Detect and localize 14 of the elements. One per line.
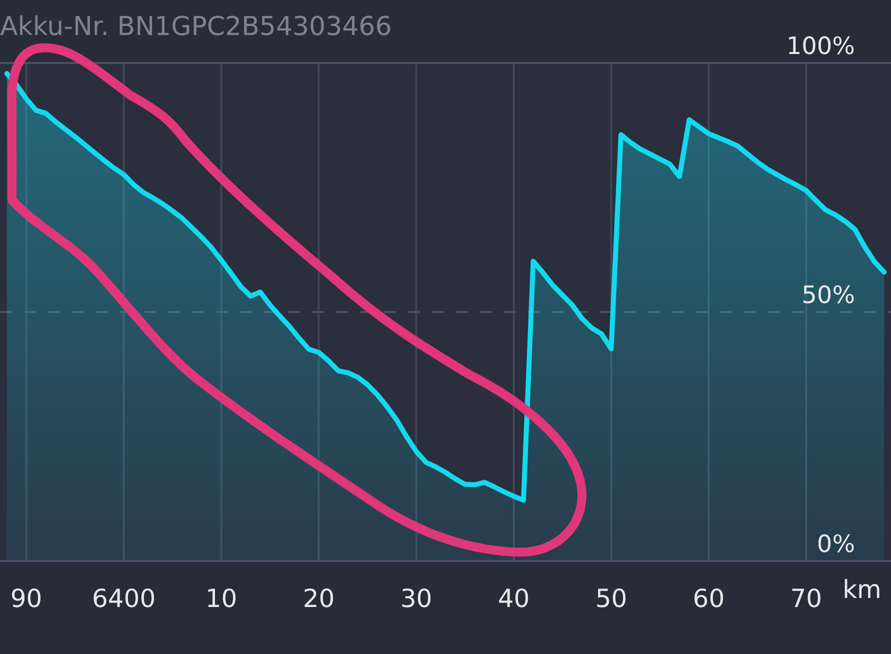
x-tick-label: 60 — [692, 584, 725, 613]
x-tick-label: 20 — [302, 584, 335, 613]
x-tick-label: 70 — [790, 584, 822, 613]
x-tick-label: 90 — [10, 584, 42, 613]
x-tick-label: 50 — [595, 584, 628, 613]
x-tick-label: 6400 — [92, 584, 156, 613]
x-axis-title: km — [842, 575, 882, 604]
y-tick-label: 0% — [816, 530, 855, 558]
y-tick-label: 100% — [786, 32, 855, 60]
y-tick-label: 50% — [802, 281, 855, 309]
x-tick-label: 10 — [205, 584, 238, 613]
x-tick-label: 40 — [498, 584, 530, 613]
chart-title: Akku-Nr. BN1GPC2B54303466 — [0, 12, 392, 42]
x-tick-label: 30 — [400, 584, 432, 613]
